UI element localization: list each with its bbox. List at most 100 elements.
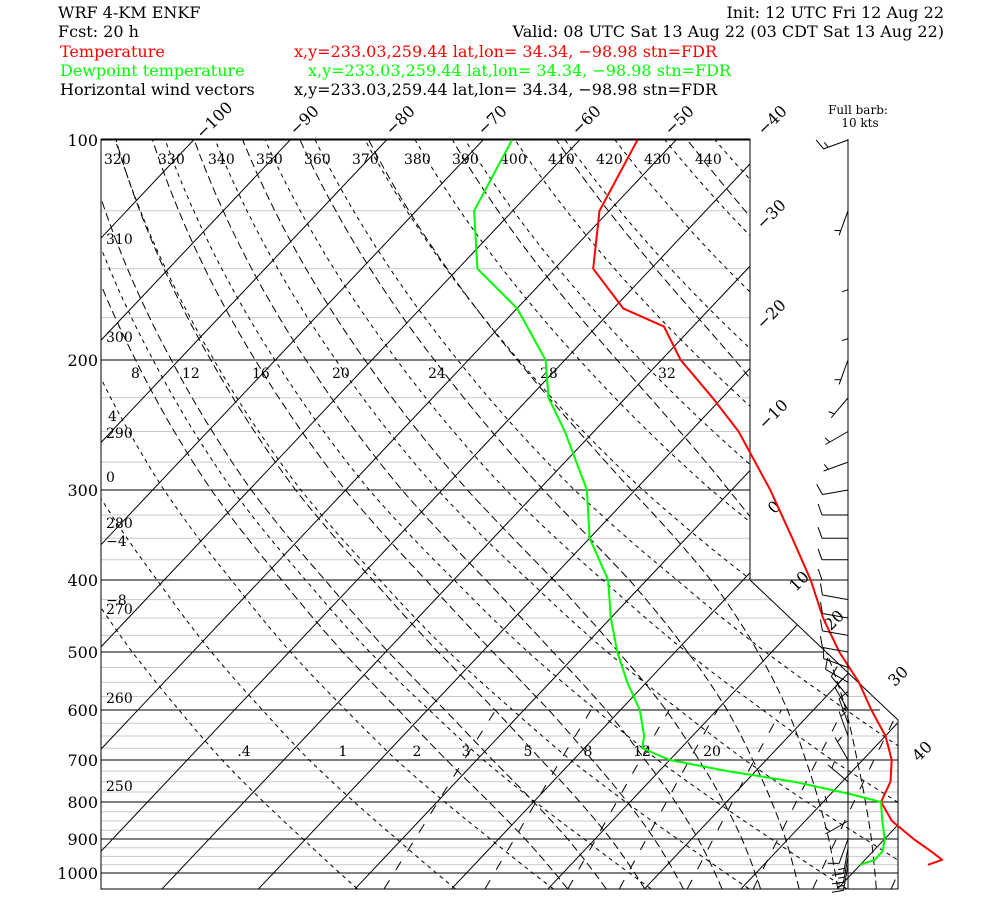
wind-barb-feather [830, 666, 838, 677]
wind-barb-feather [824, 437, 831, 443]
isotherm-line [101, 139, 515, 889]
moist-adiabat-label: 24 [428, 366, 446, 382]
wind-barb-feather [837, 736, 842, 743]
mixing-ratio-line [686, 709, 782, 889]
isotherm-line [101, 139, 612, 889]
isotherm-label: 30 [884, 662, 912, 690]
moist-adiabat-label: −4 [106, 534, 127, 550]
dry-adiabat [880, 139, 898, 889]
moist-adiabat-label: 32 [658, 366, 676, 382]
moist-adiabat [141, 139, 684, 889]
barb-key-line2: 10 kts [841, 116, 878, 130]
mixing-ratio-label: 3 [462, 744, 471, 760]
sounding-profiles [473, 139, 944, 866]
isotherm-label: 10 [785, 567, 813, 595]
isotherm-label: −90 [285, 101, 322, 138]
wind-barb-feather [841, 338, 849, 342]
isotherm-line [354, 139, 898, 889]
wind-barb-shaft [843, 856, 849, 883]
dry-adiabat-label: 370 [352, 152, 379, 168]
dry-adiabat-label: 340 [208, 152, 235, 168]
dry-adiabat-label: 390 [452, 152, 479, 168]
wind-barb [817, 503, 848, 516]
wind-barb-shaft [823, 139, 849, 150]
wind-barb-feather [817, 527, 823, 539]
wind-barb-shaft [834, 737, 849, 761]
dry-adiabat-label: 430 [644, 152, 671, 168]
dry-adiabat-label: 270 [106, 602, 133, 618]
moist-adiabat-label: 8 [131, 366, 140, 382]
dry-adiabat [250, 139, 898, 889]
mixing-ratio-label: 20 [703, 744, 721, 760]
wind-barb [841, 268, 849, 295]
mixing-ratio-line [752, 709, 844, 889]
isotherm-label: −80 [381, 101, 418, 138]
wind-barb [831, 856, 849, 885]
moist-adiabat-label: 16 [252, 366, 270, 382]
isotherm-line [0, 107, 32, 889]
isotherm-line [644, 139, 898, 889]
isotherm-line [547, 139, 898, 889]
wind-barb [838, 711, 849, 737]
dry-adiabat [101, 139, 652, 889]
legend-wind: Horizontal wind vectors [60, 80, 255, 99]
isotherm-line [101, 139, 708, 889]
mixing-ratio-label: 8 [584, 744, 593, 760]
wind-barb-shaft [843, 847, 849, 874]
wind-barb [831, 847, 849, 876]
isotherm-label: −60 [567, 101, 604, 138]
valid-time: Valid: 08 UTC Sat 13 Aug 22 (03 CDT Sat … [512, 22, 944, 41]
mixing-ratio-line [890, 709, 898, 889]
wind-barb-feather [838, 868, 845, 870]
dry-adiabat-label: 440 [695, 152, 722, 168]
dry-adiabat [298, 139, 898, 889]
dry-adiabat-label: 360 [304, 152, 331, 168]
wind-barb-feather [831, 872, 844, 876]
moist-adiabat [101, 139, 568, 889]
wind-barb [838, 691, 849, 724]
dry-adiabat-label: 290 [106, 426, 133, 442]
mixing-ratio-label: 5 [524, 744, 533, 760]
moist-adiabat-label: 12 [182, 366, 200, 382]
isotherm-label: −40 [753, 101, 790, 138]
wind-barb-shaft [838, 698, 849, 724]
moist-adiabat [106, 139, 646, 889]
wind-barb-feather [825, 657, 829, 670]
dry-adiabat-label: 250 [106, 779, 133, 795]
wind-barb-feather [823, 464, 829, 470]
moist-adiabat-label: −8 [106, 593, 127, 609]
wind-barb [815, 139, 849, 150]
dry-adiabat [930, 107, 1000, 889]
wind-barb-shaft [822, 489, 849, 495]
wind-barb-shaft [838, 210, 849, 236]
isotherm-label: −100 [192, 98, 237, 143]
moist-adiabat [284, 139, 800, 889]
wind-barb-feather [820, 601, 823, 614]
isotherm-label: −30 [752, 195, 789, 232]
wind-barb [834, 210, 849, 236]
mixing-ratio-line [812, 709, 898, 889]
model-title: WRF 4-KM ENKF [58, 3, 200, 22]
wind-barb-feather [820, 583, 823, 596]
dry-adiabat-label: 420 [596, 152, 623, 168]
isotherm-line [934, 107, 1000, 889]
diagram-background-lines [0, 107, 1000, 889]
wind-barb [816, 484, 849, 495]
wind-barb-feather [820, 635, 823, 648]
pressure-tick-label: 800 [67, 793, 98, 812]
chart-header: WRF 4-KM ENKF Init: 12 UTC Fri 12 Aug 22… [58, 3, 944, 130]
wind-barb [820, 635, 849, 653]
moist-adiabat-label: 4 [108, 409, 117, 425]
wind-barb-shaft [825, 431, 849, 445]
isotherm-label: −20 [752, 295, 789, 332]
wind-barb-shaft [843, 864, 849, 891]
dry-adiabat-label: 350 [256, 152, 283, 168]
wind-barb-shaft [830, 397, 849, 419]
dry-adiabat [395, 139, 898, 889]
pressure-tick-label: 700 [67, 751, 98, 770]
dry-adiabat [347, 139, 898, 889]
wind-barb-shaft [822, 647, 849, 653]
dry-adiabat-label: 260 [106, 691, 133, 707]
wind-barb [822, 795, 848, 803]
wind-barb-column [815, 139, 849, 893]
